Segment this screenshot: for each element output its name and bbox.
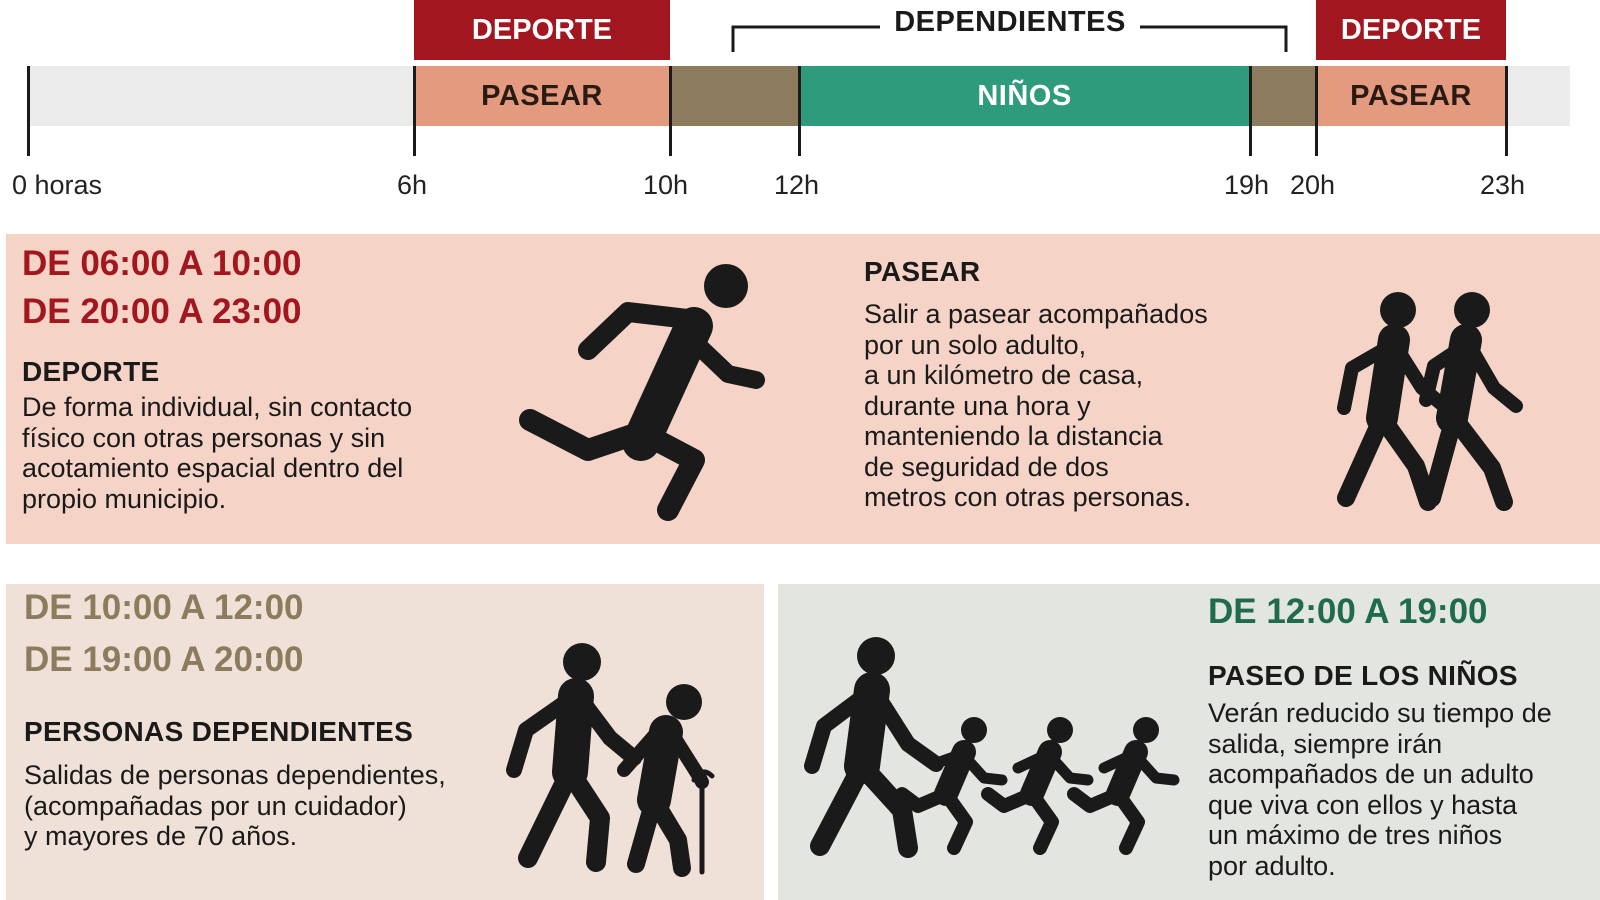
tick-19h: [1249, 66, 1252, 156]
dependientes-bracket: [731, 25, 1288, 52]
top-tag-deporte-morning: DEPORTE: [414, 0, 670, 60]
segment-dependientes-evening: [1250, 66, 1316, 126]
tick-label-0h: 0 horas: [12, 170, 103, 200]
dependientes-text: Salidas de personas dependientes, (acomp…: [24, 760, 446, 851]
dependientes-heading: PERSONAS DEPENDIENTES: [24, 716, 414, 747]
tick-20h: [1315, 66, 1318, 156]
tick-label-6h: 6h: [397, 170, 428, 200]
ninos-heading: PASEO DE LOS NIÑOS: [1208, 660, 1518, 691]
runner-icon: [519, 264, 765, 521]
deporte-text: De forma individual, sin contacto físico…: [22, 392, 413, 514]
time-range-dependientes-2: DE 19:00 A 20:00: [24, 640, 304, 679]
tick-label-12h: 12h: [774, 170, 820, 200]
pasear-heading: PASEAR: [864, 256, 981, 287]
tick-12h: [798, 66, 801, 156]
segment-pasear-evening: PASEAR: [1316, 66, 1506, 126]
pasear-text: Salir a pasear acompañados por un solo a…: [864, 299, 1208, 512]
tick-0h: [27, 66, 30, 156]
ninos-text: Verán reducido su tiempo de salida, siem…: [1208, 698, 1552, 881]
segment-pasear-morning: PASEAR: [414, 66, 670, 126]
tick-label-20h: 20h: [1290, 170, 1336, 200]
tick-label-23h: 23h: [1480, 170, 1526, 200]
panel-ninos: DE 12:00 A 19:00 PASEO DE LOS NIÑOS Verá…: [778, 584, 1600, 900]
panel-deporte-pasear: DE 06:00 A 10:00 DE 20:00 A 23:00 DEPORT…: [6, 234, 1600, 544]
segment-dependientes-morning: [670, 66, 799, 126]
dependientes-label: DEPENDIENTES: [894, 6, 1126, 38]
walking-pair-icon: [1337, 292, 1523, 511]
panel-dependientes: DE 10:00 A 12:00 DE 19:00 A 20:00 PERSON…: [6, 584, 764, 900]
elderly-with-cane-icon: [506, 643, 715, 877]
tick-6h: [413, 66, 416, 156]
time-range-dependientes-1: DE 10:00 A 12:00: [24, 588, 304, 627]
top-tag-deporte-evening: DEPORTE: [1316, 0, 1506, 60]
tick-label-10h: 10h: [643, 170, 689, 200]
time-range-ninos: DE 12:00 A 19:00: [1208, 592, 1488, 631]
tick-label-19h: 19h: [1224, 170, 1270, 200]
adult-with-children-icon: [804, 637, 1180, 858]
time-range-1: DE 06:00 A 10:00: [22, 244, 302, 283]
tick-10h: [669, 66, 672, 156]
tick-23h: [1505, 66, 1508, 156]
segment-ninos: NIÑOS: [799, 66, 1250, 126]
time-range-2: DE 20:00 A 23:00: [22, 292, 302, 331]
deporte-heading: DEPORTE: [22, 356, 160, 387]
